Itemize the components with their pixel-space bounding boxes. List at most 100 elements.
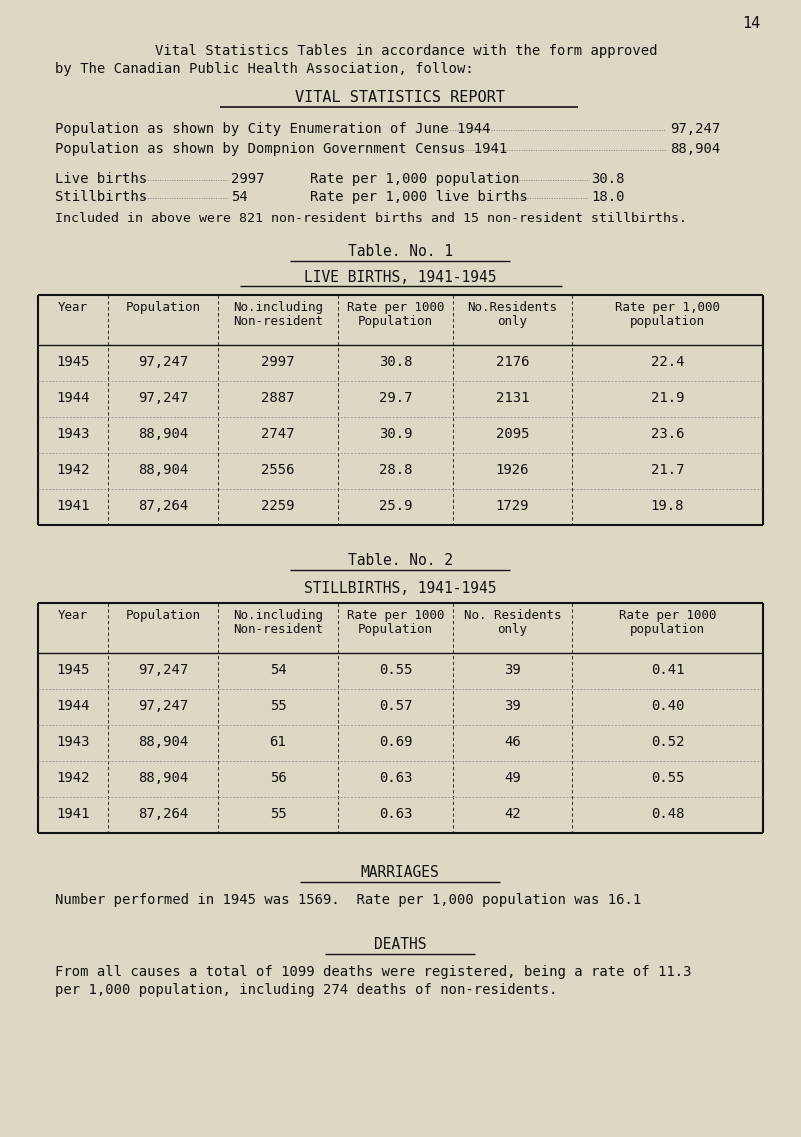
Text: Table. No. 2: Table. No. 2 xyxy=(348,553,453,568)
Text: 21.9: 21.9 xyxy=(650,391,684,405)
Text: Year: Year xyxy=(58,301,88,314)
Text: 2997: 2997 xyxy=(261,355,295,370)
Text: 21.7: 21.7 xyxy=(650,463,684,478)
Text: No.including: No.including xyxy=(233,609,323,622)
Text: 28.8: 28.8 xyxy=(379,463,413,478)
Text: population: population xyxy=(630,315,705,327)
Text: 97,247: 97,247 xyxy=(138,699,188,713)
Text: 1942: 1942 xyxy=(56,463,90,478)
Text: 2997: 2997 xyxy=(231,172,264,186)
Text: MARRIAGES: MARRIAGES xyxy=(360,865,440,880)
Text: 1944: 1944 xyxy=(56,391,90,405)
Text: 14: 14 xyxy=(742,16,760,31)
Text: 97,247: 97,247 xyxy=(138,391,188,405)
Text: 61: 61 xyxy=(270,735,287,749)
Text: 0.48: 0.48 xyxy=(650,807,684,821)
Text: 0.63: 0.63 xyxy=(379,771,413,785)
Text: 0.63: 0.63 xyxy=(379,807,413,821)
Text: Non-resident: Non-resident xyxy=(233,623,323,636)
Text: 23.6: 23.6 xyxy=(650,428,684,441)
Text: 88,904: 88,904 xyxy=(138,428,188,441)
Text: STILLBIRTHS, 1941-1945: STILLBIRTHS, 1941-1945 xyxy=(304,581,497,596)
Text: 29.7: 29.7 xyxy=(379,391,413,405)
Text: 0.57: 0.57 xyxy=(379,699,413,713)
Text: 1943: 1943 xyxy=(56,428,90,441)
Text: 97,247: 97,247 xyxy=(138,355,188,370)
Text: 49: 49 xyxy=(504,771,521,785)
Text: 88,904: 88,904 xyxy=(138,463,188,478)
Text: LIVE BIRTHS, 1941-1945: LIVE BIRTHS, 1941-1945 xyxy=(304,269,497,285)
Text: 46: 46 xyxy=(504,735,521,749)
Text: Year: Year xyxy=(58,609,88,622)
Text: 30.8: 30.8 xyxy=(591,172,625,186)
Text: only: only xyxy=(497,315,528,327)
Text: No.Residents: No.Residents xyxy=(468,301,557,314)
Text: No.including: No.including xyxy=(233,301,323,314)
Text: 56: 56 xyxy=(270,771,287,785)
Text: 30.9: 30.9 xyxy=(379,428,413,441)
Text: 55: 55 xyxy=(270,699,287,713)
Text: 2131: 2131 xyxy=(496,391,529,405)
Text: VITAL STATISTICS REPORT: VITAL STATISTICS REPORT xyxy=(295,90,505,105)
Text: 19.8: 19.8 xyxy=(650,499,684,513)
Text: 0.41: 0.41 xyxy=(650,663,684,677)
Text: Population as shown by City Enumeration of June 1944: Population as shown by City Enumeration … xyxy=(55,122,490,136)
Text: 97,247: 97,247 xyxy=(670,122,720,136)
Text: population: population xyxy=(630,623,705,636)
Text: Included in above were 821 non-resident births and 15 non-resident stillbirths.: Included in above were 821 non-resident … xyxy=(55,211,687,225)
Text: 54: 54 xyxy=(270,663,287,677)
Text: Population: Population xyxy=(358,315,433,327)
Text: 0.55: 0.55 xyxy=(379,663,413,677)
Text: 1945: 1945 xyxy=(56,663,90,677)
Text: Rate per 1000: Rate per 1000 xyxy=(347,301,445,314)
Text: 18.0: 18.0 xyxy=(591,190,625,204)
Text: 2747: 2747 xyxy=(261,428,295,441)
Text: 88,904: 88,904 xyxy=(138,735,188,749)
Text: 55: 55 xyxy=(270,807,287,821)
Text: DEATHS: DEATHS xyxy=(374,937,426,952)
Text: 87,264: 87,264 xyxy=(138,807,188,821)
Text: by The Canadian Public Health Association, follow:: by The Canadian Public Health Associatio… xyxy=(55,63,473,76)
Text: Live births: Live births xyxy=(55,172,147,186)
Text: Population: Population xyxy=(126,301,200,314)
Text: Rate per 1000: Rate per 1000 xyxy=(618,609,716,622)
Text: 1943: 1943 xyxy=(56,735,90,749)
Text: 22.4: 22.4 xyxy=(650,355,684,370)
Text: Population: Population xyxy=(358,623,433,636)
Text: 2095: 2095 xyxy=(496,428,529,441)
Text: 39: 39 xyxy=(504,699,521,713)
Text: Number performed in 1945 was 1569.  Rate per 1,000 population was 16.1: Number performed in 1945 was 1569. Rate … xyxy=(55,893,642,907)
Text: Table. No. 1: Table. No. 1 xyxy=(348,244,453,259)
Text: 0.52: 0.52 xyxy=(650,735,684,749)
Text: 1941: 1941 xyxy=(56,807,90,821)
Text: 25.9: 25.9 xyxy=(379,499,413,513)
Text: 1944: 1944 xyxy=(56,699,90,713)
Text: 2887: 2887 xyxy=(261,391,295,405)
Text: 2176: 2176 xyxy=(496,355,529,370)
Text: From all causes a total of 1099 deaths were registered, being a rate of 11.3: From all causes a total of 1099 deaths w… xyxy=(55,965,691,979)
Text: 97,247: 97,247 xyxy=(138,663,188,677)
Text: 42: 42 xyxy=(504,807,521,821)
Text: 1945: 1945 xyxy=(56,355,90,370)
Text: Population: Population xyxy=(126,609,200,622)
Text: 0.69: 0.69 xyxy=(379,735,413,749)
Text: 1941: 1941 xyxy=(56,499,90,513)
Text: per 1,000 population, including 274 deaths of non-residents.: per 1,000 population, including 274 deat… xyxy=(55,984,557,997)
Text: Rate per 1000: Rate per 1000 xyxy=(347,609,445,622)
Text: 0.55: 0.55 xyxy=(650,771,684,785)
Text: 2556: 2556 xyxy=(261,463,295,478)
Text: 88,904: 88,904 xyxy=(138,771,188,785)
Text: Vital Statistics Tables in accordance with the form approved: Vital Statistics Tables in accordance wi… xyxy=(155,44,658,58)
Text: 1942: 1942 xyxy=(56,771,90,785)
Text: 30.8: 30.8 xyxy=(379,355,413,370)
Text: No. Residents: No. Residents xyxy=(464,609,562,622)
Text: 54: 54 xyxy=(231,190,248,204)
Text: 39: 39 xyxy=(504,663,521,677)
Text: Stillbirths: Stillbirths xyxy=(55,190,147,204)
Text: Rate per 1,000 live births: Rate per 1,000 live births xyxy=(310,190,528,204)
Text: Rate per 1,000: Rate per 1,000 xyxy=(615,301,720,314)
Text: 2259: 2259 xyxy=(261,499,295,513)
Text: only: only xyxy=(497,623,528,636)
Text: 87,264: 87,264 xyxy=(138,499,188,513)
Text: 0.40: 0.40 xyxy=(650,699,684,713)
